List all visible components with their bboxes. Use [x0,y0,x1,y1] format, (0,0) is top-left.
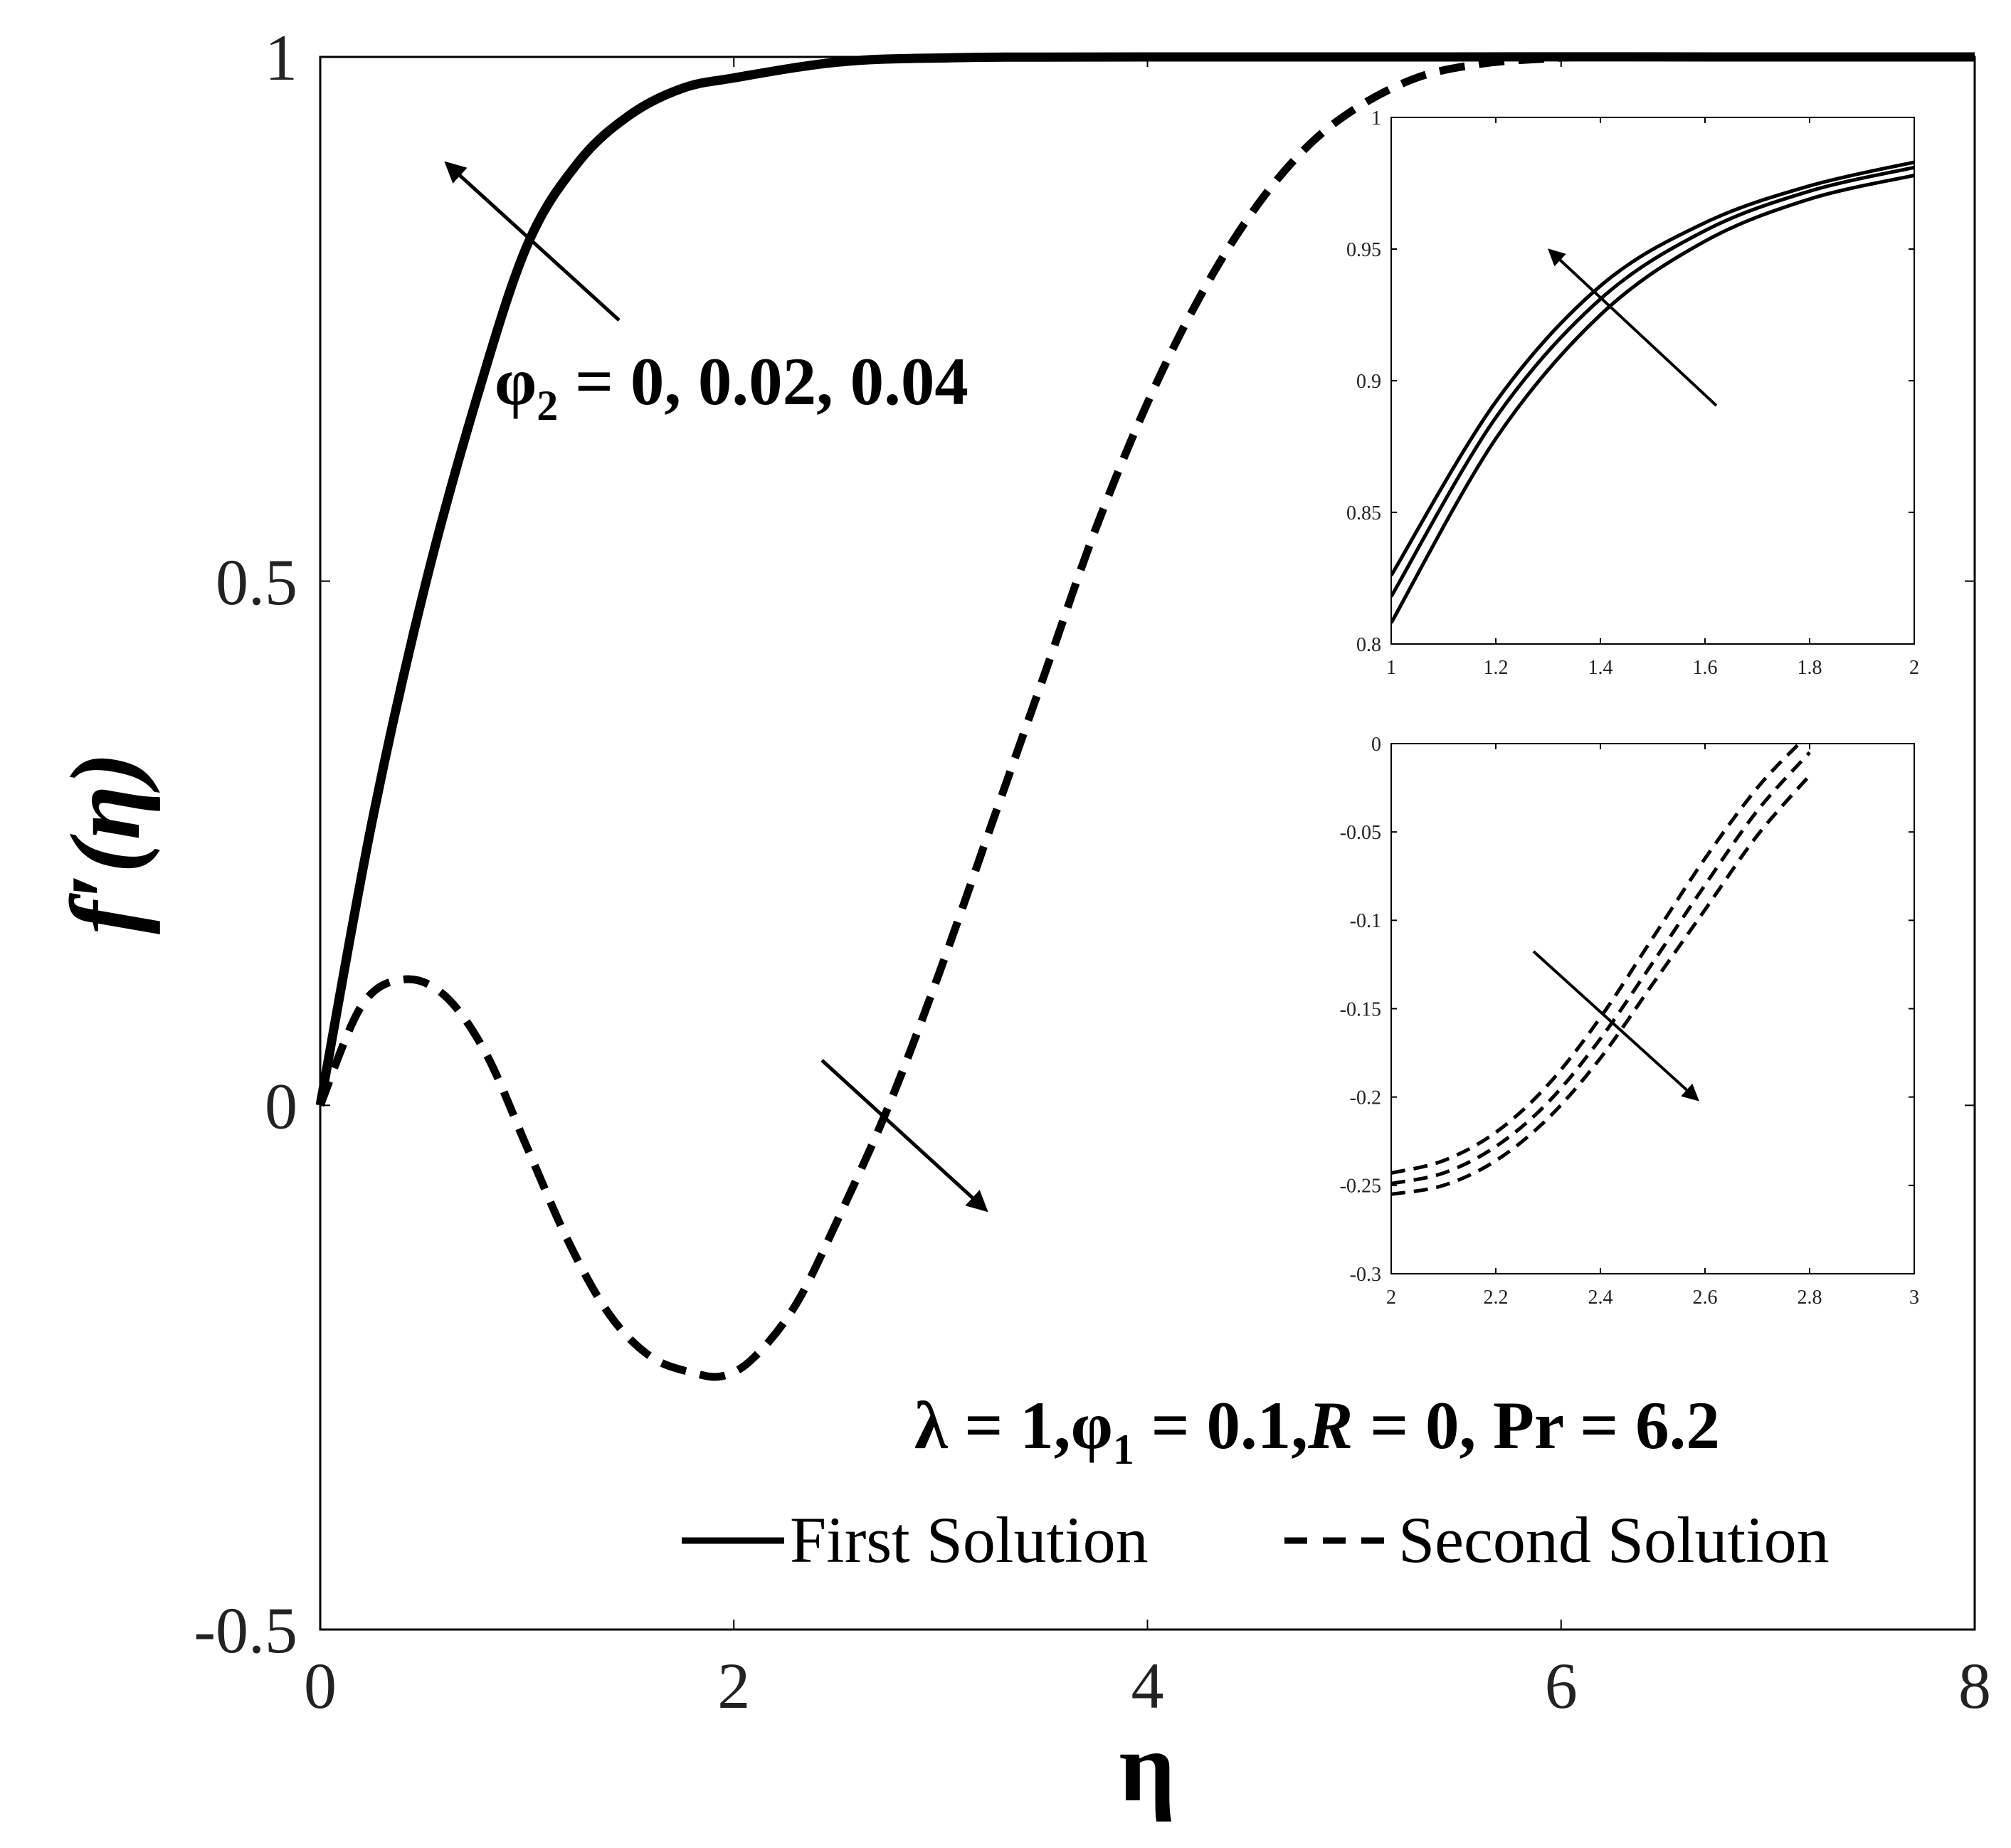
x-tick-label: 2.4 [1588,1287,1613,1309]
param-phi1-symbol: φ [1071,1388,1113,1463]
y-tick-label: -0.15 [1340,998,1381,1020]
main-series-group [315,52,1975,1381]
param-phi1-subscript: 1 [1113,1426,1134,1473]
y-tick-label: -0.25 [1340,1176,1381,1198]
y-tick-label: -0.05 [1340,822,1381,844]
x-tick-label: 1 [1386,657,1396,679]
y-tick-label: -0.1 [1350,910,1381,932]
x-tick-label: 3 [1909,1287,1919,1309]
param-Pr: Pr = 6.2 [1476,1388,1720,1463]
upper-inset-ticks: 1 1.2 1.4 1.6 1.8 2 0.8 0.85 0.9 0.95 1 [1346,107,1919,679]
y-tick-label: -0.2 [1350,1087,1381,1109]
x-tick-label: 2.8 [1798,1287,1822,1309]
y-tick-label: -0.3 [1350,1264,1381,1286]
x-tick-label: 1.4 [1588,657,1613,679]
second-solution-line [316,53,1975,1381]
y-tick-label: 0 [1371,734,1381,756]
y-axis-label: f′(η) [51,752,161,934]
y-tick-label: 0.5 [216,546,297,618]
y-tick-label: 0.85 [1346,502,1381,524]
legend: First Solution Second Solution [682,1504,1830,1576]
phi2-symbol: φ [495,344,537,419]
y-tick-label: 1 [1371,107,1381,130]
param-lambda: λ = 1, [914,1388,1071,1463]
legend-second-solution: Second Solution [1398,1504,1830,1576]
series-1-line [1391,751,1811,1186]
phi2-annotation: φ2 = 0, 0.02, 0.04 [495,344,968,429]
series-1-line [1391,165,1914,598]
param-phi1-value: = 0.1, [1134,1388,1308,1463]
main-axis-ticks: 0 2 4 6 8-0.500.51 [194,21,1991,1722]
y-tick-label: 1 [265,21,297,94]
x-tick-label: 2 [1909,657,1919,679]
y-tick-label: 0.9 [1356,371,1381,393]
y-tick-label: 0.95 [1346,239,1381,261]
lower-inset-series [1391,744,1811,1196]
series-2-line [1391,774,1811,1196]
series-0-line [1391,160,1914,577]
y-tick-label: 0.8 [1356,634,1381,656]
y-tick-label: 0 [265,1070,297,1143]
series-0-line [1391,744,1801,1175]
phi2-subscript: 2 [537,382,558,429]
lower-inset-ticks: 2 2.2 2.4 2.6 2.8 3 -0.3 -0.25 -0.2 -0.15 -0.1 -0.0… [1340,734,1919,1309]
upper-inset-series [1391,160,1914,624]
x-tick-label: 2.2 [1484,1287,1509,1309]
series-2-line [1391,173,1914,624]
x-tick-label: 1.8 [1798,657,1822,679]
x-tick-label: 8 [1958,1649,1991,1722]
param-R-value: = 0, [1353,1388,1476,1463]
param-R-symbol: R [1307,1388,1353,1463]
phi2-arrow-second-solution [820,1059,988,1213]
x-tick-label: 0 [304,1649,337,1722]
phi2-values: = 0, 0.02, 0.04 [558,344,968,419]
upper-inset-frame [1390,117,1915,645]
phi2-arrow-first-solution [444,161,621,322]
lower-inset-arrow [1532,950,1699,1102]
x-tick-label: 1.6 [1693,657,1718,679]
x-tick-label: 2 [717,1649,750,1722]
x-tick-label: 2 [1386,1287,1396,1309]
x-tick-label: 2.6 [1693,1287,1718,1309]
lower-inset-frame [1390,743,1915,1274]
x-axis-label: η [1119,1712,1176,1822]
y-tick-label: -0.5 [194,1594,297,1667]
parameter-annotation: λ = 1,φ1 = 0.1,R = 0, Pr = 6.2 [914,1388,1720,1473]
upper-inset-arrow [1548,248,1718,407]
x-tick-label: 4 [1131,1649,1164,1722]
x-tick-label: 1.2 [1484,657,1509,679]
legend-first-solution: First Solution [790,1504,1149,1576]
first-solution-line [315,52,1975,1107]
x-tick-label: 6 [1545,1649,1578,1722]
